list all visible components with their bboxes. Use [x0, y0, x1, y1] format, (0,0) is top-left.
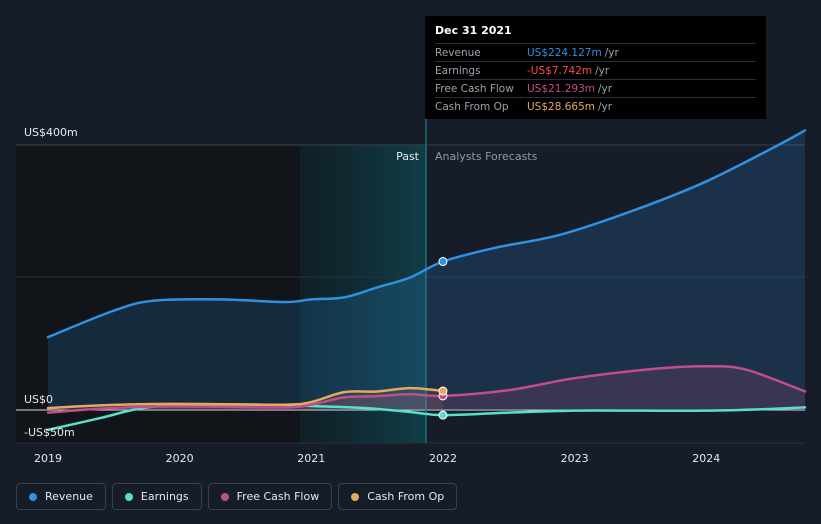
x-tick-label: 2021 — [297, 452, 325, 465]
legend-item-earnings[interactable]: Earnings — [111, 483, 202, 510]
legend-label: Revenue — [45, 490, 93, 503]
tooltip-date: Dec 31 2021 — [435, 24, 512, 37]
tooltip-row: Revenue US$224.127m/yr — [435, 43, 756, 61]
free-cash-flow-area — [48, 366, 805, 413]
tooltip-label: Earnings — [435, 64, 481, 77]
tooltip-unit: /yr — [598, 82, 613, 95]
legend-item-revenue[interactable]: Revenue — [16, 483, 106, 510]
tooltip-unit: /yr — [598, 100, 613, 113]
cash-from-op-point — [438, 386, 448, 396]
x-tick-label: 2023 — [561, 452, 589, 465]
tooltip-row: Earnings -US$7.742m/yr — [435, 61, 756, 79]
past-label: Past — [396, 150, 420, 163]
legend-item-cash-from-op[interactable]: Cash From Op — [338, 483, 458, 510]
tooltip: Dec 31 2021 Revenue US$224.127m/yr Earning… — [425, 16, 766, 119]
x-tick-label: 2024 — [692, 452, 720, 465]
legend-dot-icon — [351, 492, 360, 501]
x-tick-label: 2022 — [429, 452, 457, 465]
forecast-label: Analysts Forecasts — [435, 150, 538, 163]
revenue-line — [46, 129, 807, 339]
tooltip-row: Cash From Op US$28.665m/yr — [435, 97, 756, 115]
earnings-point — [438, 410, 448, 420]
legend-dot-icon — [124, 492, 133, 501]
legend-label: Free Cash Flow — [236, 490, 320, 503]
legend-item-free-cash-flow[interactable]: Free Cash Flow — [207, 483, 333, 510]
x-tick-label: 2020 — [166, 452, 194, 465]
tooltip-value: US$28.665m — [527, 100, 595, 113]
y-label-zero: US$0 — [24, 393, 53, 406]
tooltip-unit: /yr — [595, 64, 610, 77]
x-tick-label: 2019 — [34, 452, 62, 465]
legend-dot-icon — [220, 492, 229, 501]
y-label-bottom: -US$50m — [24, 426, 75, 439]
tooltip-label: Cash From Op — [435, 100, 509, 113]
tooltip-value: US$21.293m — [527, 82, 595, 95]
cash-from-op-line — [46, 386, 445, 410]
free-cash-flow-line — [46, 364, 807, 414]
tooltip-label: Revenue — [435, 46, 481, 59]
tooltip-label: Free Cash Flow — [435, 82, 514, 95]
legend: Revenue Earnings Free Cash Flow Cash From O… — [16, 483, 458, 510]
legend-label: Earnings — [140, 490, 189, 503]
y-label-top: US$400m — [24, 126, 78, 139]
tooltip-unit: /yr — [604, 46, 619, 59]
tooltip-value: -US$7.742m — [527, 64, 593, 77]
tooltip-row: Free Cash Flow US$21.293m/yr — [435, 79, 756, 97]
legend-dot-icon — [29, 492, 37, 501]
revenue-point — [438, 257, 448, 267]
legend-label: Cash From Op — [367, 490, 445, 503]
tooltip-value: US$224.127m — [527, 46, 602, 59]
